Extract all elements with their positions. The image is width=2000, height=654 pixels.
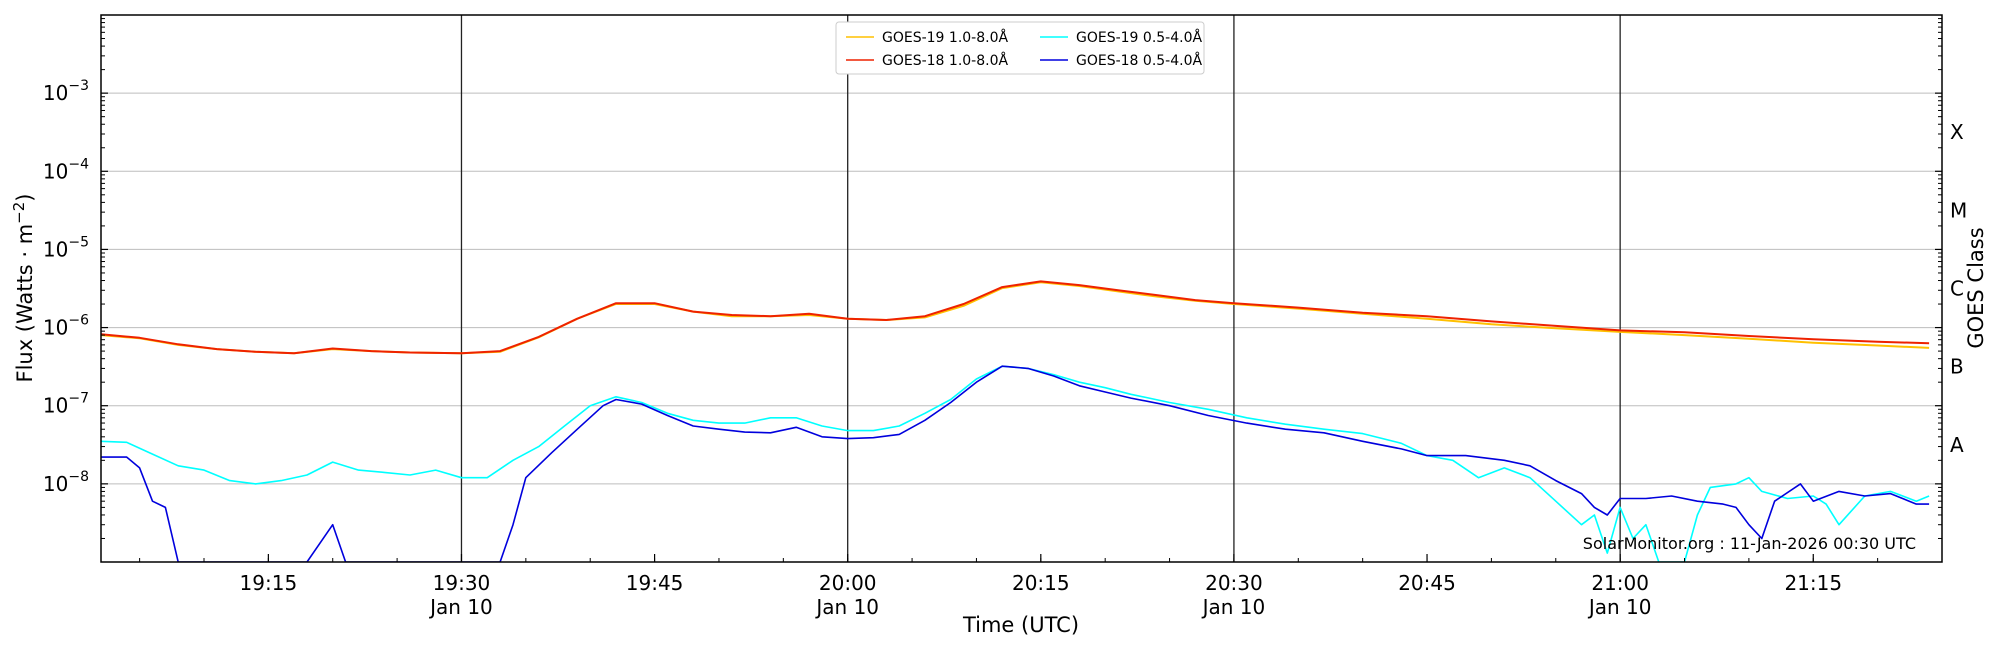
series-line-3 xyxy=(101,365,1930,562)
goes-class-b: B xyxy=(1950,355,1964,379)
x-tick-date-label: Jan 10 xyxy=(428,595,493,619)
x-axis-title: Time (UTC) xyxy=(962,613,1079,637)
x-tick-label: 20:45 xyxy=(1398,571,1456,595)
y-tick-label: 10−6 xyxy=(43,313,89,340)
x-tick-date-label: Jan 10 xyxy=(1201,595,1266,619)
y-axis-title-exponent: −2 xyxy=(10,202,28,224)
y-tick-label: 10−4 xyxy=(43,156,89,183)
legend: GOES-19 1.0-8.0Å GOES-19 0.5-4.0Å GOES-18 … xyxy=(835,21,1205,75)
x-tick-date-label: Jan 10 xyxy=(1587,595,1652,619)
x-tick-label: 21:00 xyxy=(1591,571,1649,595)
y-tick-exponent: −4 xyxy=(68,156,89,172)
x-tick-label: 20:30 xyxy=(1205,571,1263,595)
y-tick-exponent: −3 xyxy=(68,78,89,94)
y-tick-label: 10−7 xyxy=(43,391,89,418)
legend-box xyxy=(835,21,1205,75)
y-tick-label: 10−5 xyxy=(43,234,89,261)
y-axis-title-main: Flux (Watts · m xyxy=(13,224,37,383)
y-tick-exponent: −5 xyxy=(68,234,89,250)
x-tick-date-label: Jan 10 xyxy=(814,595,879,619)
legend-label: GOES-18 1.0-8.0Å xyxy=(882,52,1008,69)
series-line-1 xyxy=(101,281,1930,355)
legend-label: GOES-18 0.5-4.0Å xyxy=(1076,52,1202,69)
legend-label: GOES-19 1.0-8.0Å xyxy=(882,29,1008,46)
x-tick-label: 19:15 xyxy=(240,571,298,595)
goes-class-m: M xyxy=(1950,198,1967,222)
x-tick-label: 21:15 xyxy=(1784,571,1842,595)
goes-class-c: C xyxy=(1950,277,1964,301)
x-tick-label: 20:15 xyxy=(1012,571,1070,595)
x-tick-label: 19:30 xyxy=(433,571,491,595)
y-axis-ticks: 10−810−710−610−510−410−3 xyxy=(43,18,1942,539)
legend-label: GOES-19 0.5-4.0Å xyxy=(1076,29,1202,46)
goes-class-a: A xyxy=(1950,433,1964,457)
plot-frame xyxy=(100,14,1943,563)
y-tick-base: 10 xyxy=(43,237,68,261)
horizontal-gridlines xyxy=(101,92,1942,485)
y-tick-label: 10−8 xyxy=(43,469,89,496)
y-axis-title-close: ) xyxy=(13,193,37,201)
y-axis-title: Flux (Watts · m−2) xyxy=(10,193,37,382)
y-tick-exponent: −7 xyxy=(68,391,89,407)
series-line-2 xyxy=(101,280,1930,355)
y-tick-base: 10 xyxy=(43,472,68,496)
series-layer xyxy=(101,280,1930,562)
y-tick-base: 10 xyxy=(43,159,68,183)
goes-class-axis-title: GOES Class xyxy=(1964,227,1988,348)
y-tick-base: 10 xyxy=(43,316,68,340)
y-tick-base: 10 xyxy=(43,81,68,105)
y-tick-exponent: −8 xyxy=(68,469,89,485)
credit-text: SolarMonitor.org : 11-Jan-2026 00:30 UTC xyxy=(1583,534,1916,553)
y-tick-exponent: −6 xyxy=(68,313,89,329)
y-tick-label: 10−3 xyxy=(43,78,89,105)
y-tick-base: 10 xyxy=(43,394,68,418)
goes-class-x: X xyxy=(1950,120,1964,144)
day-boundary-lines xyxy=(460,15,1621,562)
goes-class-labels: A B C M X xyxy=(1950,120,1967,457)
series-line-4 xyxy=(101,365,1930,562)
x-tick-label: 20:00 xyxy=(819,571,877,595)
x-tick-label: 19:45 xyxy=(626,571,684,595)
